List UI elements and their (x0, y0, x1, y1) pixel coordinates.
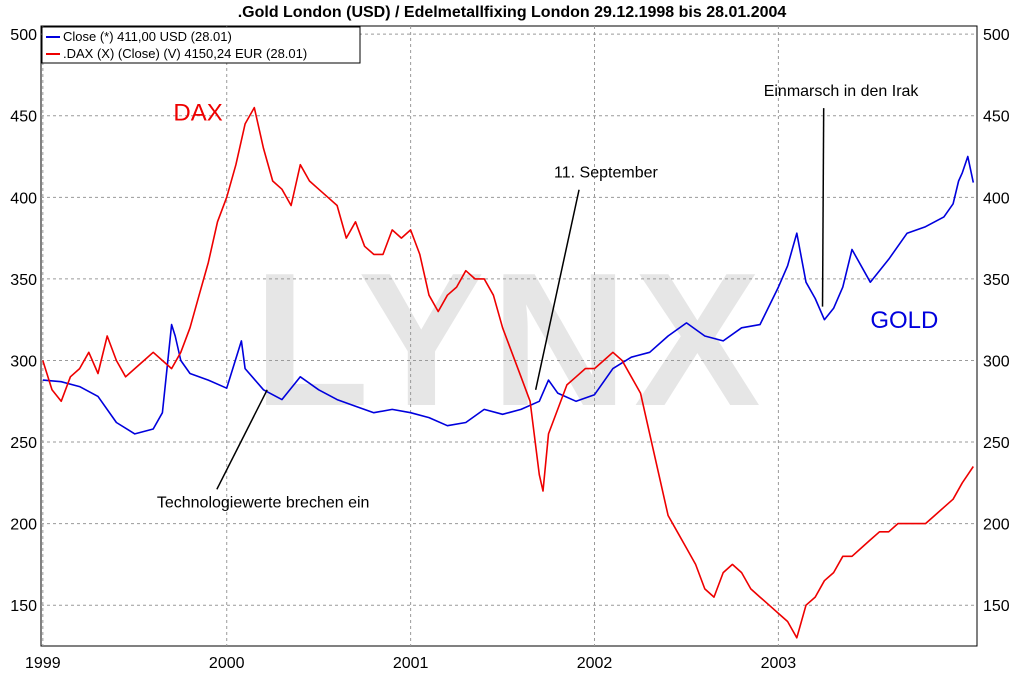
annotation-label: Technologiewerte brechen ein (157, 494, 370, 511)
x-tick-label: 2003 (761, 655, 797, 672)
x-axis: 1999 2000 2001 2002 2003 (25, 655, 796, 672)
y-axis-right: 150 200 250 300 350 400 450 500 (983, 27, 1010, 615)
legend-box (41, 26, 361, 64)
annotation-pointer (821, 108, 825, 307)
y-tick-label-right: 250 (983, 435, 1010, 452)
legend: Close (*) 411,00 USD (28.01) .DAX (X) (C… (41, 26, 361, 64)
annotation-pointer (534, 189, 580, 391)
y-tick-label-right: 400 (983, 190, 1010, 207)
series-line-gold (42, 155, 975, 435)
series-label-gold: GOLD (870, 307, 938, 334)
y-axis-left: 150 200 250 300 350 400 450 500 (10, 27, 37, 615)
x-tick-label: 2002 (577, 655, 613, 672)
plot-area (40, 25, 978, 647)
annotation-label: Einmarsch in den Irak (764, 83, 920, 100)
annotation-pointer (216, 389, 268, 490)
y-tick-label-right: 300 (983, 353, 1010, 370)
y-tick-label-left: 300 (10, 353, 37, 370)
x-tick-label: 2001 (393, 655, 429, 672)
x-tick-label: 2000 (209, 655, 245, 672)
y-tick-label-right: 450 (983, 109, 1010, 126)
series-line-dax (42, 106, 974, 639)
chart-title: .Gold London (USD) / Edelmetallfixing Lo… (238, 4, 787, 21)
y-tick-label-right: 150 (983, 598, 1010, 615)
y-tick-label-left: 400 (10, 190, 37, 207)
y-tick-label-right: 350 (983, 272, 1010, 289)
x-tick-label: 1999 (25, 655, 61, 672)
annotation-label: 11. September (554, 165, 658, 182)
y-tick-label-left: 350 (10, 272, 37, 289)
y-tick-label-left: 250 (10, 435, 37, 452)
legend-label-dax: .DAX (X) (Close) (V) 4150,24 EUR (28.01) (63, 46, 307, 61)
y-tick-label-left: 150 (10, 598, 37, 615)
annotations: DAX GOLD Einmarsch in den Irak 11. Septembe… (157, 83, 939, 511)
watermark: LYNX (253, 234, 766, 446)
series-layer (42, 106, 975, 639)
series-label-dax: DAX (173, 100, 222, 127)
y-tick-label-left: 500 (10, 27, 37, 44)
legend-label-gold: Close (*) 411,00 USD (28.01) (63, 29, 232, 44)
y-tick-label-right: 500 (983, 27, 1010, 44)
y-tick-label-right: 200 (983, 517, 1010, 534)
y-tick-label-left: 450 (10, 109, 37, 126)
y-tick-label-left: 200 (10, 517, 37, 534)
